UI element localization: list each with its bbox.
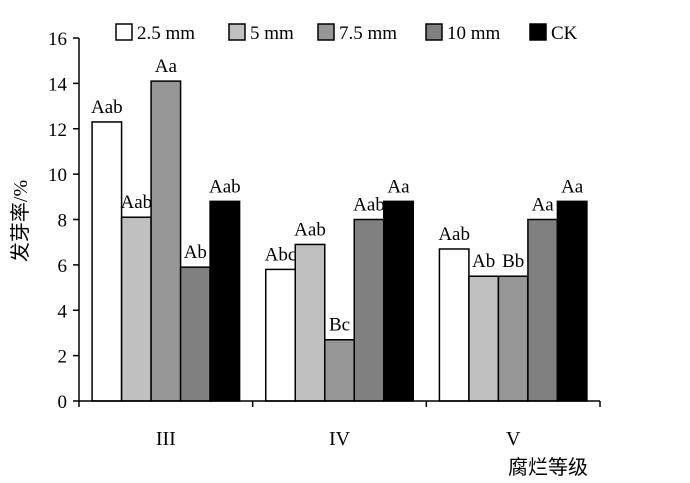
bar xyxy=(438,248,470,402)
bar xyxy=(556,200,588,402)
bars-layer xyxy=(91,80,588,402)
y-tick-label: 14 xyxy=(48,74,68,95)
legend-label: 10 mm xyxy=(447,23,501,44)
bar-significance-label: Aa xyxy=(387,176,410,197)
y-ticks-layer: 0 2 4 6 8 10 12 14 16 xyxy=(48,29,79,413)
bar-significance-label: Abc xyxy=(265,244,297,265)
y-tick-label: 6 xyxy=(58,256,68,277)
bar xyxy=(150,80,182,402)
category-label: V xyxy=(506,428,521,450)
y-tick-label: 8 xyxy=(58,211,68,232)
bar xyxy=(91,121,123,402)
y-tick-label: 0 xyxy=(58,392,68,413)
category-label: IV xyxy=(329,428,351,450)
legend-swatch xyxy=(228,23,246,41)
legend-swatch xyxy=(115,23,133,41)
bar-significance-label: Ab xyxy=(184,242,207,263)
bar xyxy=(497,275,529,402)
bar xyxy=(527,218,559,402)
category-label: III xyxy=(156,428,176,450)
bar xyxy=(324,338,355,402)
y-tick-label: 16 xyxy=(48,29,67,50)
bar-significance-label: Bb xyxy=(502,251,524,272)
legend-swatch xyxy=(529,23,547,41)
y-tick-label: 4 xyxy=(58,301,68,322)
bar xyxy=(294,243,326,402)
bar-significance-label: Aa xyxy=(155,56,178,77)
y-axis-title: 发芽率/% xyxy=(9,180,32,262)
legend-label: CK xyxy=(551,23,578,44)
bar xyxy=(265,268,296,402)
bar xyxy=(468,275,500,402)
bar-significance-label: Bc xyxy=(329,315,350,336)
legend-label: 7.5 mm xyxy=(339,23,397,44)
x-axis-title: 腐烂等级 xyxy=(508,456,588,479)
bar-significance-label: Aab xyxy=(121,192,153,213)
bar-significance-label: Aa xyxy=(561,176,584,197)
bar-significance-label: Aab xyxy=(91,97,123,118)
bar-significance-label: Aab xyxy=(294,219,326,240)
bar-significance-label: Aab xyxy=(209,176,241,197)
legend-swatch xyxy=(425,23,443,41)
bar xyxy=(383,200,414,402)
bar-significance-label: Ab xyxy=(472,251,495,272)
bar xyxy=(120,216,152,402)
legend-swatch xyxy=(317,23,335,41)
legend-label: 5 mm xyxy=(250,23,294,44)
bar-significance-label: Aab xyxy=(438,224,470,245)
legend: 2.5 mm 5 mm 7.5 mm 10 mm CK xyxy=(115,23,578,44)
bar-significance-label: Aab xyxy=(353,195,385,216)
x-ticks-layer: III IV V xyxy=(78,401,601,450)
bar-significance-label: Aa xyxy=(532,195,555,216)
bar xyxy=(353,218,385,402)
bar xyxy=(179,266,211,402)
y-tick-label: 2 xyxy=(58,347,68,368)
bar xyxy=(209,200,241,402)
y-tick-label: 12 xyxy=(48,120,67,141)
y-tick-label: 10 xyxy=(48,165,67,186)
legend-label: 2.5 mm xyxy=(137,23,195,44)
